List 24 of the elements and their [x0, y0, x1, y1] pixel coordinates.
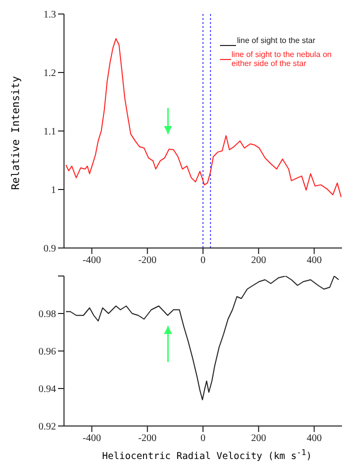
x-tick-label: 200 [251, 433, 266, 444]
y-tick-label: 0.96 [38, 346, 56, 358]
y-tick-label: 0.94 [38, 384, 56, 396]
x-tick-label: 200 [251, 255, 266, 266]
line-series [65, 38, 342, 198]
x-tick-label: 0 [200, 433, 206, 444]
x-tick-label: -200 [138, 433, 157, 444]
x-tick-label: -400 [82, 255, 101, 266]
x-tick-label: 400 [306, 255, 322, 266]
y-tick-label: 1.3 [44, 10, 56, 21]
x-axis-title: Heliocentric Radial Velocity (km s$^{-1}$) [101, 448, 313, 462]
x-tick-label: 400 [306, 433, 322, 444]
text: line of sight to the star [237, 36, 316, 45]
x-tick-label: -400 [82, 433, 101, 444]
legend-label: line of sight to the nebula on either side of the star [232, 50, 333, 68]
y-axis-title: Relative Intensity [10, 76, 22, 190]
y-tick-label: 0.98 [38, 309, 56, 320]
x-tick-label: -200 [138, 255, 157, 266]
y-tick-label: 0.92 [38, 422, 56, 433]
y-tick-label: 0.9 [44, 244, 56, 255]
y-tick-label: 1.2 [44, 68, 56, 80]
x-tick-label: 0 [200, 255, 206, 266]
y-tick-label: 1.1 [44, 126, 56, 138]
y-tick-label: 1 [51, 185, 56, 196]
